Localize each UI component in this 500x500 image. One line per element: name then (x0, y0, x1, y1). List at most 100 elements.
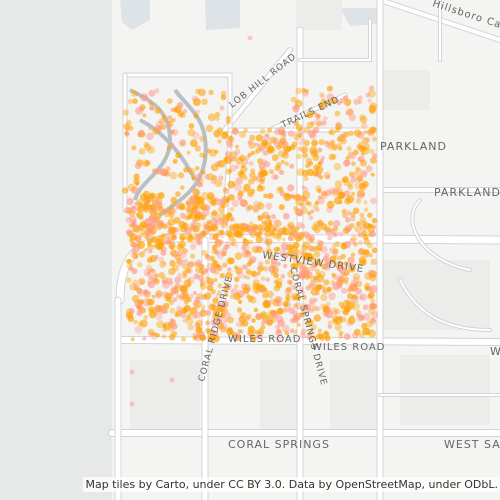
incident-dot (162, 323, 167, 329)
incident-dot (232, 223, 240, 230)
incident-dot (271, 271, 276, 276)
incident-dot (201, 170, 206, 175)
incident-dot (220, 313, 225, 319)
incident-dot (197, 181, 203, 188)
incident-dot (224, 151, 232, 158)
incident-dot (182, 289, 189, 296)
incident-dot (285, 297, 290, 303)
incident-dot (195, 319, 203, 327)
incident-dot (342, 212, 348, 218)
incident-dot (250, 270, 257, 277)
incident-dot (174, 283, 180, 289)
incident-dot (128, 266, 134, 272)
incident-dot (244, 249, 250, 255)
incident-dot (157, 245, 164, 251)
incident-dot (254, 289, 260, 295)
incident-dot (357, 95, 363, 101)
incident-dot (206, 192, 215, 200)
incident-dot (141, 159, 150, 167)
incident-dot (198, 88, 206, 97)
incident-dot (361, 230, 368, 237)
incident-dot (304, 126, 311, 133)
incident-dot (136, 261, 143, 268)
incident-dot (234, 276, 240, 283)
incident-dot (210, 200, 217, 207)
incident-dot (167, 321, 172, 326)
incident-dot (271, 173, 278, 181)
incident-dot (306, 253, 315, 262)
incident-dot (176, 272, 183, 279)
incident-dot (276, 232, 282, 239)
incident-dot (247, 153, 252, 158)
incident-dot (143, 315, 149, 320)
incident-dot (241, 222, 247, 228)
incident-dot (185, 200, 190, 205)
incident-dot (259, 287, 265, 293)
incident-dot (369, 148, 375, 155)
incident-dot (333, 162, 342, 171)
incident-dot (164, 325, 171, 332)
incident-dot (178, 172, 185, 179)
incident-dot (289, 163, 295, 169)
incident-dot (158, 118, 165, 125)
incident-dot (240, 199, 249, 208)
incident-dot (297, 133, 303, 138)
incident-dot (355, 288, 362, 295)
incident-dot (220, 131, 229, 140)
incident-dot (205, 253, 210, 259)
incident-dot (174, 312, 180, 318)
incident-dot (364, 137, 371, 143)
incident-dot (309, 297, 316, 304)
incident-dot (371, 247, 378, 254)
incident-dot (311, 335, 318, 342)
incident-dot (249, 256, 257, 264)
incident-dot (343, 179, 350, 187)
incident-dot (205, 124, 214, 133)
incident-dot (248, 298, 252, 303)
incident-dot (170, 196, 178, 204)
incident-dot (229, 151, 238, 160)
incident-dot (299, 250, 306, 256)
incident-dot (229, 294, 235, 300)
incident-dot (232, 333, 240, 342)
incident-dot (270, 213, 277, 220)
incident-dot (131, 90, 138, 97)
incident-dot (201, 304, 206, 310)
incident-dot (310, 121, 315, 126)
incident-dot (309, 245, 316, 252)
incident-dot (281, 151, 289, 159)
incident-dot (144, 234, 149, 239)
incident-dot (317, 195, 323, 200)
incident-dot (308, 234, 316, 242)
incident-dot (244, 316, 250, 322)
incident-dot (189, 139, 198, 148)
incident-dot (306, 168, 314, 177)
incident-dot (286, 279, 292, 285)
incident-dot (363, 207, 369, 212)
incident-dot (124, 130, 129, 136)
incident-dot (209, 255, 216, 262)
incident-dot (198, 178, 204, 184)
incident-dot (247, 140, 253, 145)
incident-dot (147, 243, 155, 251)
incident-dot (279, 190, 286, 197)
incident-dot (327, 235, 333, 241)
incident-dot (171, 323, 178, 330)
incident-dot (199, 309, 207, 317)
incident-dot (161, 208, 168, 215)
incident-dot (343, 98, 352, 107)
incident-dot (362, 222, 371, 230)
incident-dot (176, 102, 184, 109)
incident-dot (359, 183, 367, 191)
incident-dot (344, 280, 349, 285)
incident-dot (205, 328, 212, 335)
map-attribution: Map tiles by Carto, under CC BY 3.0. Dat… (83, 477, 500, 492)
incident-dot (150, 227, 157, 235)
incident-dot (324, 335, 331, 342)
incident-dot (365, 320, 373, 328)
incident-dot (349, 171, 355, 178)
incident-dot (195, 326, 203, 334)
incident-dot (335, 187, 343, 195)
incident-dot (150, 268, 155, 273)
